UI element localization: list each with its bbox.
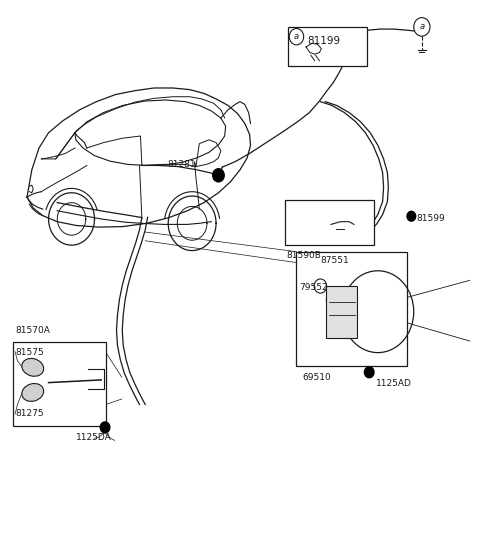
Text: a: a xyxy=(420,22,424,31)
Text: 79552: 79552 xyxy=(299,283,327,292)
Text: 1125DA: 1125DA xyxy=(76,433,112,442)
Bar xyxy=(326,286,357,338)
Text: 81590B: 81590B xyxy=(287,251,321,260)
Circle shape xyxy=(213,168,224,182)
Circle shape xyxy=(100,422,110,433)
Text: 87551: 87551 xyxy=(321,256,349,265)
Ellipse shape xyxy=(22,358,44,376)
Bar xyxy=(297,252,407,366)
Ellipse shape xyxy=(22,383,44,401)
Circle shape xyxy=(414,18,430,36)
Text: 81570A: 81570A xyxy=(15,326,50,335)
Circle shape xyxy=(314,279,326,293)
Circle shape xyxy=(364,367,374,378)
Bar xyxy=(288,27,367,66)
Text: 81275: 81275 xyxy=(15,409,44,418)
Text: a: a xyxy=(294,32,299,41)
Text: 1125AD: 1125AD xyxy=(376,379,412,388)
Bar xyxy=(12,342,106,426)
Text: 81575: 81575 xyxy=(15,348,44,357)
Text: 81281: 81281 xyxy=(168,160,196,169)
Bar xyxy=(286,200,374,245)
Text: 81199: 81199 xyxy=(307,36,340,45)
Circle shape xyxy=(407,211,416,221)
Circle shape xyxy=(289,28,304,45)
Text: 81599: 81599 xyxy=(416,214,445,223)
Text: 69510: 69510 xyxy=(302,373,331,382)
